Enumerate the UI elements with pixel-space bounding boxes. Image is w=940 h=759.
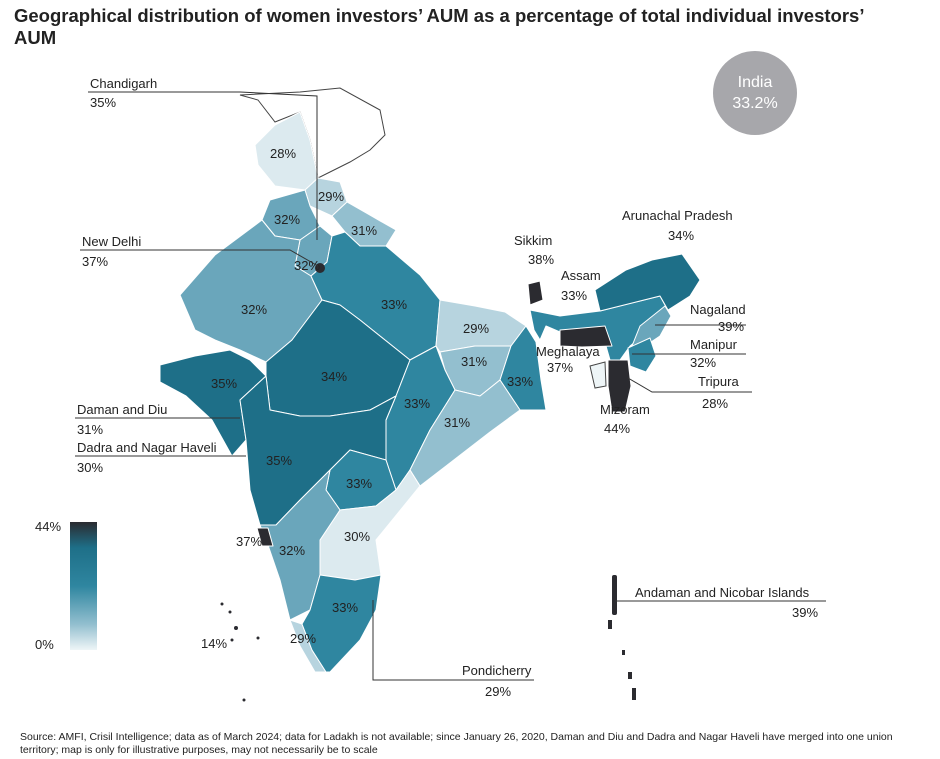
value-madhya-pradesh: 34% [321,369,347,384]
callout-name-meghalaya: Meghalaya [536,344,600,359]
leader-line [80,249,319,267]
leader-line [88,91,318,240]
callout-value-arunachal: 34% [668,228,694,243]
callout-name-mizoram: Mizoram [600,402,650,417]
callout-name-pondicherry: Pondicherry [462,663,532,678]
value-punjab: 32% [274,212,300,227]
region-manipur [627,337,657,373]
value-chhattisgarh: 33% [404,396,430,411]
callout-name-dadra: Dadra and Nagar Haveli [77,440,217,455]
callout-value-pondicherry: 29% [485,684,511,699]
callout-value-mizoram: 44% [604,421,630,436]
legend-max-label: 44% [35,519,61,534]
value-lakshadweep: 14% [201,636,227,651]
leader-line [372,600,534,681]
region-mizoram [607,359,632,413]
callout-name-andaman: Andaman and Nicobar Islands [635,585,810,600]
value-maharashtra: 35% [266,453,292,468]
source-note: Source: AMFI, Crisil Intelligence; data … [20,731,893,756]
callout-name-nagaland: Nagaland [690,302,746,317]
value-jharkhand: 31% [461,354,487,369]
value-himachal: 29% [318,189,344,204]
region-meghalaya [559,325,613,348]
value-kerala: 29% [290,631,316,646]
value-andhra-pradesh: 30% [344,529,370,544]
region-odisha [409,379,521,487]
callout-name-arunachal: Arunachal Pradesh [622,208,733,223]
value-gujarat: 35% [211,376,237,391]
value-jammu-kashmir: 28% [270,146,296,161]
region-goa [256,527,274,547]
callout-name-new-delhi: New Delhi [82,234,141,249]
value-uttarakhand: 31% [351,223,377,238]
lakshadweep-islands [220,602,260,702]
value-west-bengal: 33% [507,374,533,389]
value-telangana: 33% [346,476,372,491]
region-karnataka [259,469,341,621]
callout-value-andaman: 39% [792,605,818,620]
callout-value-nagaland: 39% [718,319,744,334]
value-rajasthan: 32% [241,302,267,317]
callout-value-tripura: 28% [702,396,728,411]
callout-name-manipur: Manipur [690,337,738,352]
callout-value-assam: 33% [561,288,587,303]
region-arunachal-pradesh [594,253,701,312]
region-tripura [589,361,607,389]
legend-min-label: 0% [35,637,54,652]
leader-line [627,377,752,393]
region-tamil-nadu [301,574,382,673]
callout-value-daman-diu: 31% [77,422,103,437]
callout-value-manipur: 32% [690,355,716,370]
callout-name-sikkim: Sikkim [514,233,552,248]
andaman-nicobar-islands [608,575,636,700]
value-karnataka: 32% [279,543,305,558]
callout-value-new-delhi: 37% [82,254,108,269]
region-sikkim [527,280,544,306]
callout-value-dadra: 30% [77,460,103,475]
callout-name-tripura: Tripura [698,374,739,389]
callout-name-chandigarh: Chandigarh [90,76,157,91]
chart-title: Geographical distribution of women inves… [14,5,864,48]
region-ladakh [239,87,386,179]
callout-value-chandigarh: 35% [90,95,116,110]
value-uttar-pradesh: 33% [381,297,407,312]
callout-value-meghalaya: 37% [547,360,573,375]
value-bihar: 29% [463,321,489,336]
india-label: India [738,74,773,91]
value-haryana: 32% [294,258,320,273]
callout-name-assam: Assam [561,268,601,283]
value-odisha: 31% [444,415,470,430]
india-value: 33.2% [732,95,777,112]
india-badge [713,51,797,135]
legend-color-scale [70,522,97,650]
value-goa: 37% [236,534,262,549]
value-tamil-nadu: 33% [332,600,358,615]
callout-value-sikkim: 38% [528,252,554,267]
callout-name-daman-diu: Daman and Diu [77,402,167,417]
